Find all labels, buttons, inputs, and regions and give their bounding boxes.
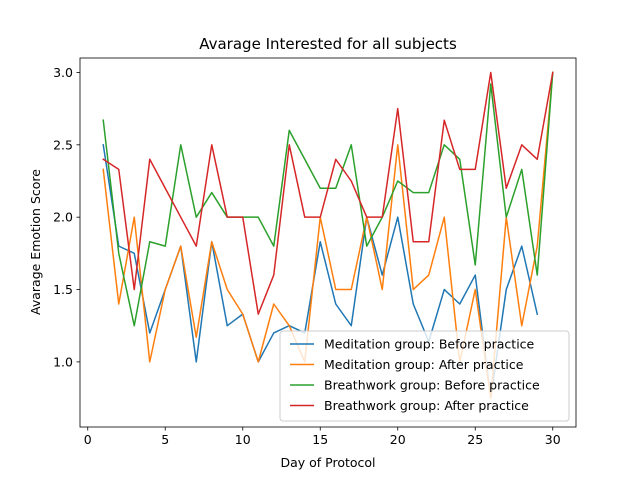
- axes-frame: [79, 57, 577, 428]
- x-tick-label: 20: [390, 432, 406, 447]
- x-tick-label: 0: [84, 432, 92, 447]
- x-tick-label: 10: [235, 432, 251, 447]
- plot-lines: [102, 71, 554, 399]
- x-tick-label: 5: [161, 432, 169, 447]
- y-axis-label: Avarage Emotion Score: [28, 169, 43, 315]
- legend-label-2: Meditation group: After practice: [324, 357, 524, 372]
- y-tick-label: 2.0: [53, 210, 73, 225]
- y-tick-label: 1.5: [53, 282, 73, 297]
- axes: 0 5 10 15 20 25 30 1.0 1.5 2.0 2.5 3.0: [53, 57, 577, 447]
- x-axis-label: Day of Protocol: [280, 455, 375, 470]
- legend-box: [279, 330, 570, 422]
- x-tick-label: 30: [545, 432, 561, 447]
- chart-title: Avarage Interested for all subjects: [199, 35, 457, 53]
- legend-label-1: Meditation group: Before practice: [324, 337, 535, 352]
- y-tick-label: 2.5: [53, 137, 73, 152]
- x-tick-label: 25: [467, 432, 483, 447]
- y-tick-label: 1.0: [53, 354, 73, 369]
- x-tick-label: 15: [312, 432, 328, 447]
- series-line-4: [102, 71, 554, 315]
- legend: Meditation group: Before practice Meditat…: [279, 330, 570, 422]
- legend-label-3: Breathwork group: Before practice: [324, 378, 540, 393]
- legend-label-4: Breathwork group: After practice: [324, 398, 529, 413]
- series-line-2: [102, 71, 554, 399]
- y-tick-label: 3.0: [53, 65, 73, 80]
